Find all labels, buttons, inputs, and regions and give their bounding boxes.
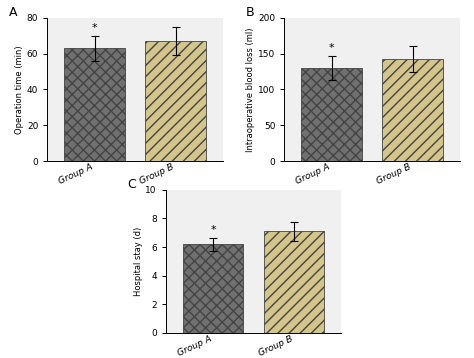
Bar bbox=[382, 59, 443, 161]
Bar bbox=[145, 41, 206, 161]
Bar bbox=[301, 68, 362, 161]
Bar bbox=[64, 48, 125, 161]
Text: C: C bbox=[128, 178, 136, 191]
Text: *: * bbox=[329, 43, 335, 53]
Text: B: B bbox=[246, 6, 255, 19]
Y-axis label: Operation time (min): Operation time (min) bbox=[15, 45, 24, 134]
Text: *: * bbox=[92, 23, 98, 33]
Bar bbox=[183, 244, 244, 333]
Y-axis label: Hospital stay (d): Hospital stay (d) bbox=[134, 227, 143, 296]
Y-axis label: Intraoperative blood loss (ml): Intraoperative blood loss (ml) bbox=[246, 27, 255, 152]
Bar bbox=[264, 231, 324, 333]
Text: *: * bbox=[210, 225, 216, 235]
Text: A: A bbox=[9, 6, 18, 19]
